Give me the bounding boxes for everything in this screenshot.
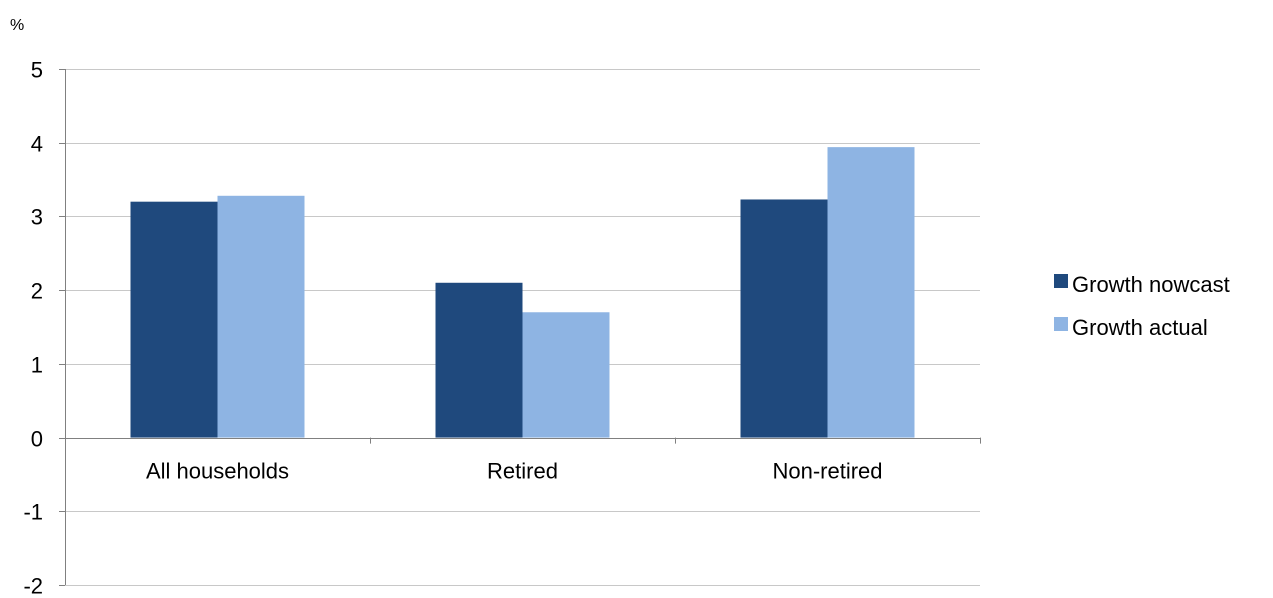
legend-swatch-1 — [1054, 317, 1068, 331]
bar-actual-1 — [522, 312, 610, 438]
legend-label-0: Growth nowcast — [1072, 272, 1230, 297]
y-tick-label-3: 2 — [31, 279, 43, 304]
x-axis-category-labels: All households Retired Non-retired — [146, 459, 883, 484]
legend: Growth nowcast Growth actual — [1054, 272, 1230, 340]
bars — [130, 147, 915, 438]
x-category-label-1: Retired — [487, 459, 558, 484]
y-tick-label-2: 3 — [31, 205, 43, 230]
y-tick-label-0: 5 — [31, 58, 43, 83]
x-category-label-0: All households — [146, 459, 289, 484]
bar-nowcast-1 — [435, 282, 523, 438]
y-tick-label-5: 0 — [31, 427, 43, 452]
y-axis-ticks: 5 4 3 2 1 0 -1 -2 — [23, 58, 65, 598]
legend-swatch-0 — [1054, 274, 1068, 288]
bar-nowcast-0 — [130, 201, 218, 438]
y-tick-label-6: -1 — [23, 500, 43, 525]
y-axis-unit-label: % — [10, 17, 24, 34]
legend-label-1: Growth actual — [1072, 315, 1208, 340]
axes — [65, 69, 981, 585]
bar-actual-2 — [827, 147, 915, 438]
bar-nowcast-2 — [740, 199, 828, 438]
y-tick-label-7: -2 — [23, 574, 43, 598]
x-category-label-2: Non-retired — [772, 459, 882, 484]
y-tick-label-1: 4 — [31, 132, 43, 157]
bar-actual-0 — [217, 195, 305, 438]
y-tick-label-4: 1 — [31, 353, 43, 378]
